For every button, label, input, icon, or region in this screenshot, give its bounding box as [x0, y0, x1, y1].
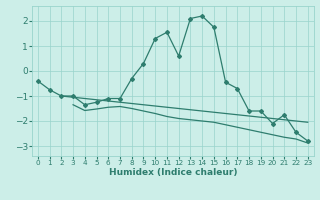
X-axis label: Humidex (Indice chaleur): Humidex (Indice chaleur): [108, 168, 237, 177]
